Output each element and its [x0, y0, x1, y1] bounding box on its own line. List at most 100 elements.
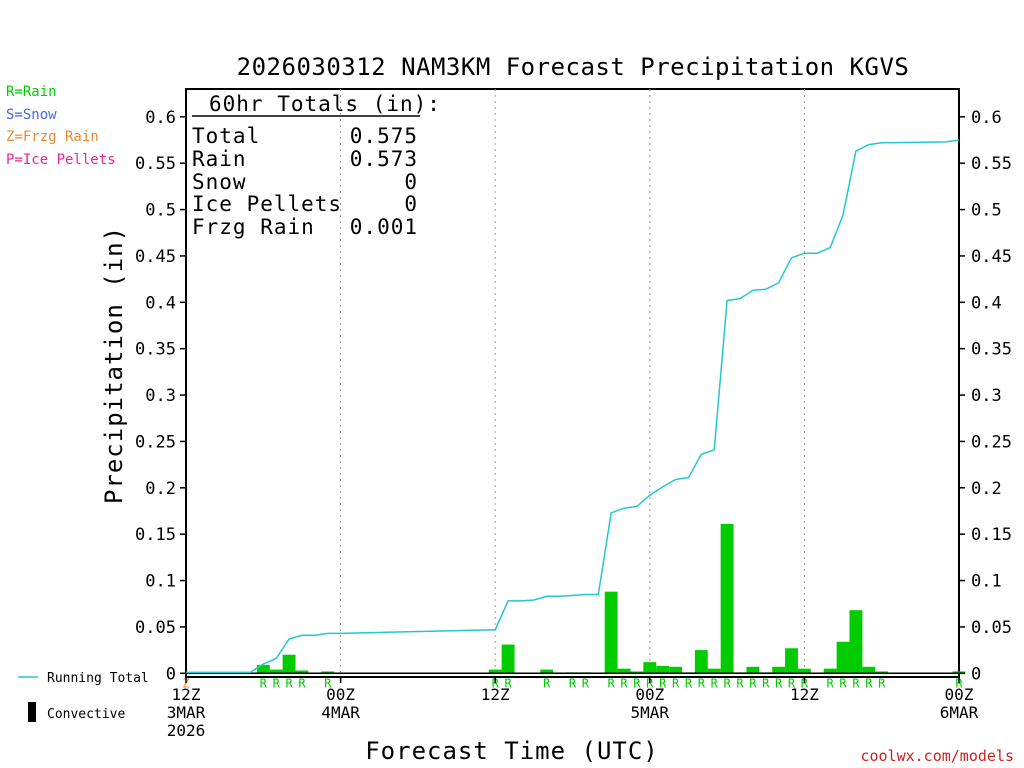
totals-header: 60hr Totals (in):: [209, 92, 441, 116]
precip-type-marker: R: [839, 676, 847, 690]
plot-frame: [185, 88, 960, 678]
totals-value-pellets: 0: [404, 192, 418, 216]
precip-bar: [321, 671, 335, 674]
type-marker-layer: R R R R R R R R R R R R R R R R R R R R R R R R R R R R R R R RZ: [182, 676, 963, 690]
totals-label-pellets: Ice Pellets: [192, 192, 342, 216]
precip-type-marker: R: [801, 676, 809, 690]
chart-title: 2026030312 NAM3KM Forecast Precipitation…: [237, 53, 910, 81]
totals-label-rain: Rain: [192, 147, 247, 171]
precip-bar: [643, 662, 657, 674]
precip-bar: [282, 654, 296, 674]
precip-type-marker: R: [685, 676, 693, 690]
totals-value-snow: 0: [404, 170, 418, 194]
precip-type-marker: R: [659, 676, 667, 690]
y-tick-label-left: 0.55: [135, 154, 176, 174]
x-tick-label: 12Z: [790, 685, 819, 704]
y-tick-label-left: 0.05: [135, 618, 176, 638]
credit-text: coolwx.com/models: [860, 747, 1014, 765]
y-tick-label-left: 0.25: [135, 432, 176, 452]
y-tick-label-right: 0.15: [971, 525, 1012, 545]
x-tick-label: 00Z: [635, 685, 664, 704]
precip-bar: [746, 666, 760, 674]
legend-snow: S=Snow: [6, 107, 57, 123]
y-tick-label-left: 0.45: [135, 247, 176, 267]
totals-label-snow: Snow: [192, 170, 247, 194]
precip-bar: [669, 666, 683, 674]
precip-type-marker: R: [569, 676, 577, 690]
precip-bar: [862, 666, 876, 674]
precip-bar: [772, 666, 786, 674]
precip-type-marker: R: [298, 676, 306, 690]
precip-type-marker: R: [698, 676, 706, 690]
legend-frzg: Z=Frzg Rain: [6, 129, 99, 145]
precip-bar: [823, 668, 837, 674]
precip-type-marker: R: [324, 676, 332, 690]
precip-type-marker: R: [620, 676, 628, 690]
y-tick-label-left: 0.2: [145, 479, 176, 499]
legend-rain: R=Rain: [6, 84, 57, 100]
y-tick-label-left: 0.15: [135, 525, 176, 545]
precip-type-marker: R: [827, 676, 835, 690]
y-tick-label-left: 0.1: [145, 572, 176, 592]
grid-layer: [340, 89, 805, 677]
y-tick-layer: 0 00.05 0.050.1 0.10.15 0.150.2 0.20.25 0.250.…: [135, 108, 1012, 684]
totals-label-frzg: Frzg Rain: [192, 215, 315, 239]
precip-type-marker: R: [492, 676, 500, 690]
precip-type-marker: R: [646, 676, 654, 690]
precip-bar: [952, 671, 966, 674]
precip-bar: [630, 671, 644, 674]
x-tick-label: 4MAR: [321, 703, 360, 722]
precip-bar: [656, 665, 670, 674]
precip-type-marker: R: [762, 676, 770, 690]
precip-type-marker: R: [736, 676, 744, 690]
x-tick-label: 12Z: [172, 685, 201, 704]
precip-type-marker: R: [285, 676, 293, 690]
y-tick-label-right: 0.25: [971, 432, 1012, 452]
convective-legend-swatch: [28, 702, 36, 722]
precip-type-marker: R: [633, 676, 641, 690]
x-tick-label: 00Z: [945, 685, 974, 704]
y-tick-label-right: 0.55: [971, 154, 1012, 174]
precip-bar: [488, 669, 502, 674]
totals-label-total: Total: [192, 124, 260, 148]
precip-bar: [501, 644, 515, 674]
totals-value-frzg: 0.001: [350, 215, 418, 239]
y-tick-label-right: 0.4: [971, 293, 1002, 313]
y-tick-label-left: 0.3: [145, 386, 176, 406]
precip-type-marker: R: [672, 676, 680, 690]
x-tick-label: 3MAR: [167, 703, 206, 722]
y-tick-label-left: 0.4: [145, 293, 176, 313]
precip-type-marker: R: [543, 676, 551, 690]
y-tick-label-right: 0.45: [971, 247, 1012, 267]
legend-pellets: P=Ice Pellets: [6, 152, 116, 168]
x-tick-label: 00Z: [326, 685, 355, 704]
legend-running-total: Running Total: [47, 671, 149, 686]
y-tick-label-right: 0.3: [971, 386, 1002, 406]
totals-value-rain: 0.573: [350, 147, 418, 171]
precip-type-marker: Z: [182, 676, 189, 690]
precip-bar: [785, 648, 798, 674]
precip-bar: [694, 650, 708, 674]
precip-type-marker: R: [878, 676, 886, 690]
precip-type-marker: R: [260, 676, 268, 690]
x-tick-label: 12Z: [481, 685, 510, 704]
precip-type-marker: R: [749, 676, 757, 690]
y-axis-label: Precipitation (in): [100, 226, 128, 504]
precip-bar: [720, 523, 734, 674]
y-tick-label-left: 0.5: [145, 201, 176, 221]
y-tick-label-right: 0.5: [971, 201, 1002, 221]
precip-bar: [540, 669, 554, 674]
y-tick-label-right: 0.6: [971, 108, 1002, 128]
y-tick-label-right: 0.35: [971, 340, 1012, 360]
bar-layer: [256, 523, 966, 674]
precip-bar: [797, 668, 811, 674]
x-tick-label: 6MAR: [940, 703, 979, 722]
running-total-line: [186, 139, 960, 674]
x-tick-label: 2026: [167, 721, 206, 740]
precip-type-marker: R: [852, 676, 860, 690]
totals-value-total: 0.575: [350, 124, 418, 148]
y-tick-label-right: 0.1: [971, 572, 1002, 592]
y-tick-label-right: 0: [971, 664, 981, 684]
